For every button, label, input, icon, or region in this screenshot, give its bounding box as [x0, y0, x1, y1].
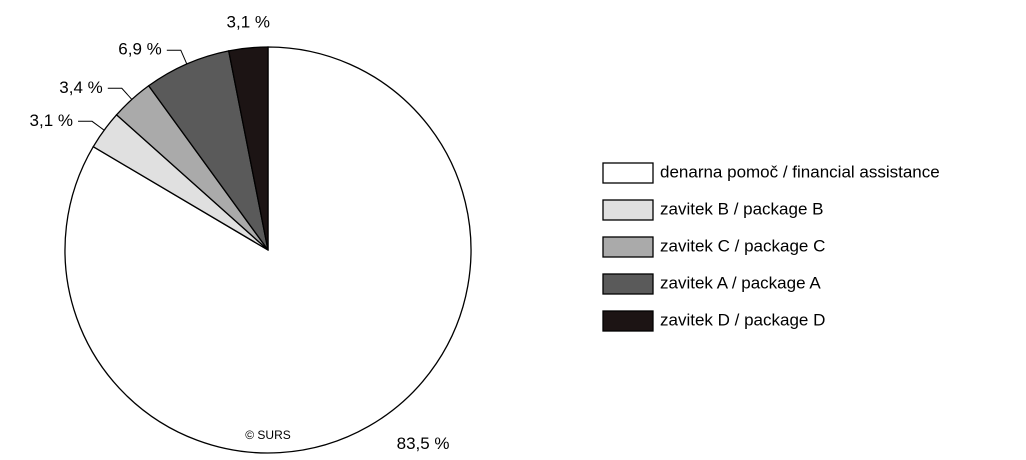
legend-label: zavitek B / package B: [660, 199, 823, 218]
legend-label: denarna pomoč / financial assistance: [660, 162, 940, 181]
data-label: 6,9 %: [118, 40, 161, 59]
legend-swatch: [602, 162, 654, 184]
leader-line: [166, 49, 188, 65]
legend-label: zavitek D / package D: [660, 310, 825, 329]
legend-label: zavitek C / package C: [660, 236, 825, 255]
legend-swatch: [602, 236, 654, 258]
legend-swatch: [602, 199, 654, 221]
legend-swatch: [602, 310, 654, 332]
legend-swatch: [602, 273, 654, 295]
data-label: 83,5 %: [397, 434, 450, 453]
annotation: © SURS: [245, 428, 291, 442]
leader-line: [107, 87, 133, 100]
legend-label: zavitek A / package A: [660, 273, 821, 292]
leader-line: [78, 120, 105, 131]
data-label: 3,1 %: [227, 12, 270, 31]
pie: 83,5 % 3,1 % 3,4 % 6,9 % 3,1 %: [30, 12, 472, 454]
data-label: 3,1 %: [30, 111, 73, 130]
data-label: 3,4 %: [59, 78, 102, 97]
pie-slice: [227, 46, 269, 251]
